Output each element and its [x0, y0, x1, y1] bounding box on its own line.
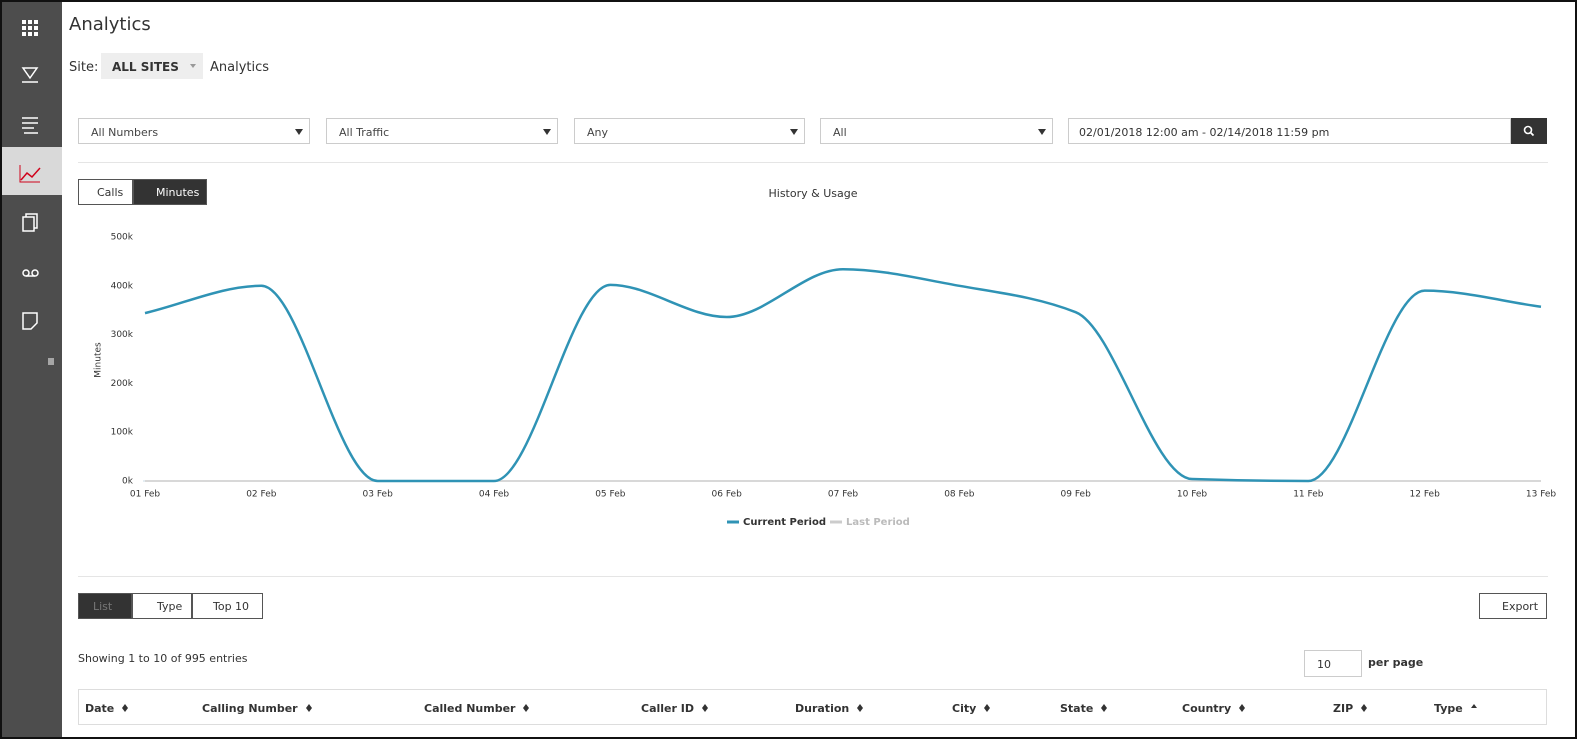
sort-icon — [1101, 704, 1108, 715]
column-header[interactable]: Caller ID — [641, 702, 708, 715]
sort-icon — [1470, 704, 1477, 715]
dropdown-caret — [190, 64, 196, 71]
series-line — [144, 267, 1542, 483]
column-header[interactable]: Date — [85, 702, 129, 715]
column-header[interactable]: Called Number — [424, 702, 530, 715]
x-tick-label: 02 Feb — [246, 490, 277, 500]
y-tick-label: 500k — [111, 233, 134, 243]
column-label: Duration — [795, 702, 850, 715]
table-header — [78, 689, 1547, 725]
x-tick-label: 10 Feb — [1177, 490, 1208, 500]
column-label: State — [1060, 702, 1094, 715]
x-tick-label: 06 Feb — [712, 490, 743, 500]
minutes-toggle[interactable]: Minutes — [133, 179, 207, 205]
site-label: Site: — [69, 60, 99, 75]
site-value: ALL SITES — [112, 60, 179, 74]
per-page-select[interactable]: 10 — [1304, 650, 1362, 677]
column-label: Country — [1182, 702, 1232, 715]
sort-icon — [523, 704, 530, 715]
y-axis-label: Minutes — [94, 342, 104, 378]
filter-number[interactable]: All Numbers — [78, 118, 310, 144]
column-header[interactable]: Type — [1434, 702, 1477, 715]
divider — [78, 576, 1548, 577]
x-tick-label: 09 Feb — [1061, 490, 1092, 500]
x-tick-label: 12 Feb — [1410, 490, 1441, 500]
column-label: Called Number — [424, 702, 516, 715]
x-tick-label: 11 Feb — [1293, 490, 1324, 500]
y-tick-label: 200k — [111, 379, 134, 389]
x-tick-label: 01 Feb — [130, 490, 161, 500]
column-header[interactable]: Calling Number — [202, 702, 312, 715]
x-tick-label: 05 Feb — [595, 490, 626, 500]
nav-voicemail[interactable] — [2, 248, 62, 296]
per-page-label: per page — [1368, 656, 1424, 669]
column-label: Date — [85, 702, 115, 715]
sort-icon — [305, 704, 312, 715]
chart-title: History & Usage — [769, 187, 858, 200]
divider — [78, 162, 1548, 163]
y-tick-label: 100k — [111, 428, 134, 438]
column-header[interactable]: ZIP — [1333, 702, 1368, 715]
nav-notes[interactable] — [2, 296, 62, 344]
legend-label: Current Period — [743, 517, 826, 528]
page-title: Analytics — [69, 14, 151, 35]
sort-icon — [857, 704, 864, 715]
filter-any[interactable]: Any — [574, 118, 805, 144]
column-label: Caller ID — [641, 702, 694, 715]
y-tick-label: 0k — [122, 477, 134, 487]
sort-icon — [701, 704, 708, 715]
column-header[interactable]: State — [1060, 702, 1108, 715]
search-button[interactable] — [1511, 118, 1547, 144]
x-tick-label: 08 Feb — [944, 490, 975, 500]
chart: History & Usage Minutes 0k 100k 200k 300k 40… — [94, 187, 1557, 528]
nav-documents[interactable] — [2, 198, 62, 246]
filter-all[interactable]: All — [820, 118, 1053, 144]
column-label: Calling Number — [202, 702, 298, 715]
y-tick-label: 400k — [111, 281, 134, 291]
sort-icon — [1361, 704, 1368, 715]
column-label: City — [952, 702, 977, 715]
export-button[interactable]: Export — [1479, 593, 1547, 619]
nav-reports[interactable] — [2, 100, 62, 148]
column-header[interactable]: City — [952, 702, 991, 715]
sort-icon — [984, 704, 991, 715]
x-tick-label: 04 Feb — [479, 490, 510, 500]
entries-info: Showing 1 to 10 of 995 entries — [78, 652, 248, 665]
top10-toggle[interactable]: Top 10 — [192, 593, 263, 619]
sidebar — [2, 2, 62, 737]
filter-traffic[interactable]: All Traffic — [326, 118, 558, 144]
date-range[interactable]: 02/01/2018 12:00 am - 02/14/2018 11:59 p… — [1068, 118, 1511, 144]
nav-inbox[interactable] — [2, 52, 62, 100]
site-select[interactable]: ALL SITES — [101, 53, 203, 79]
y-tick-label: 300k — [111, 330, 134, 340]
sort-icon — [1239, 704, 1246, 715]
nav-analytics[interactable] — [2, 147, 62, 195]
column-header[interactable]: Duration — [795, 702, 864, 715]
legend-label: Last Period — [846, 517, 910, 528]
column-label: Type — [1434, 702, 1463, 715]
nav-apps[interactable] — [2, 4, 62, 52]
type-toggle[interactable]: Type — [132, 593, 192, 619]
x-tick-label: 03 Feb — [363, 490, 394, 500]
column-header[interactable]: Country — [1182, 702, 1246, 715]
calls-toggle[interactable]: Calls — [78, 179, 133, 205]
list-toggle[interactable]: List — [78, 593, 132, 619]
x-tick-label: 07 Feb — [828, 490, 859, 500]
nav-collapse[interactable] — [2, 342, 62, 372]
sort-icon — [122, 704, 129, 715]
breadcrumb: Analytics — [210, 60, 270, 75]
x-tick-label: 13 Feb — [1526, 490, 1557, 500]
column-label: ZIP — [1333, 702, 1354, 715]
